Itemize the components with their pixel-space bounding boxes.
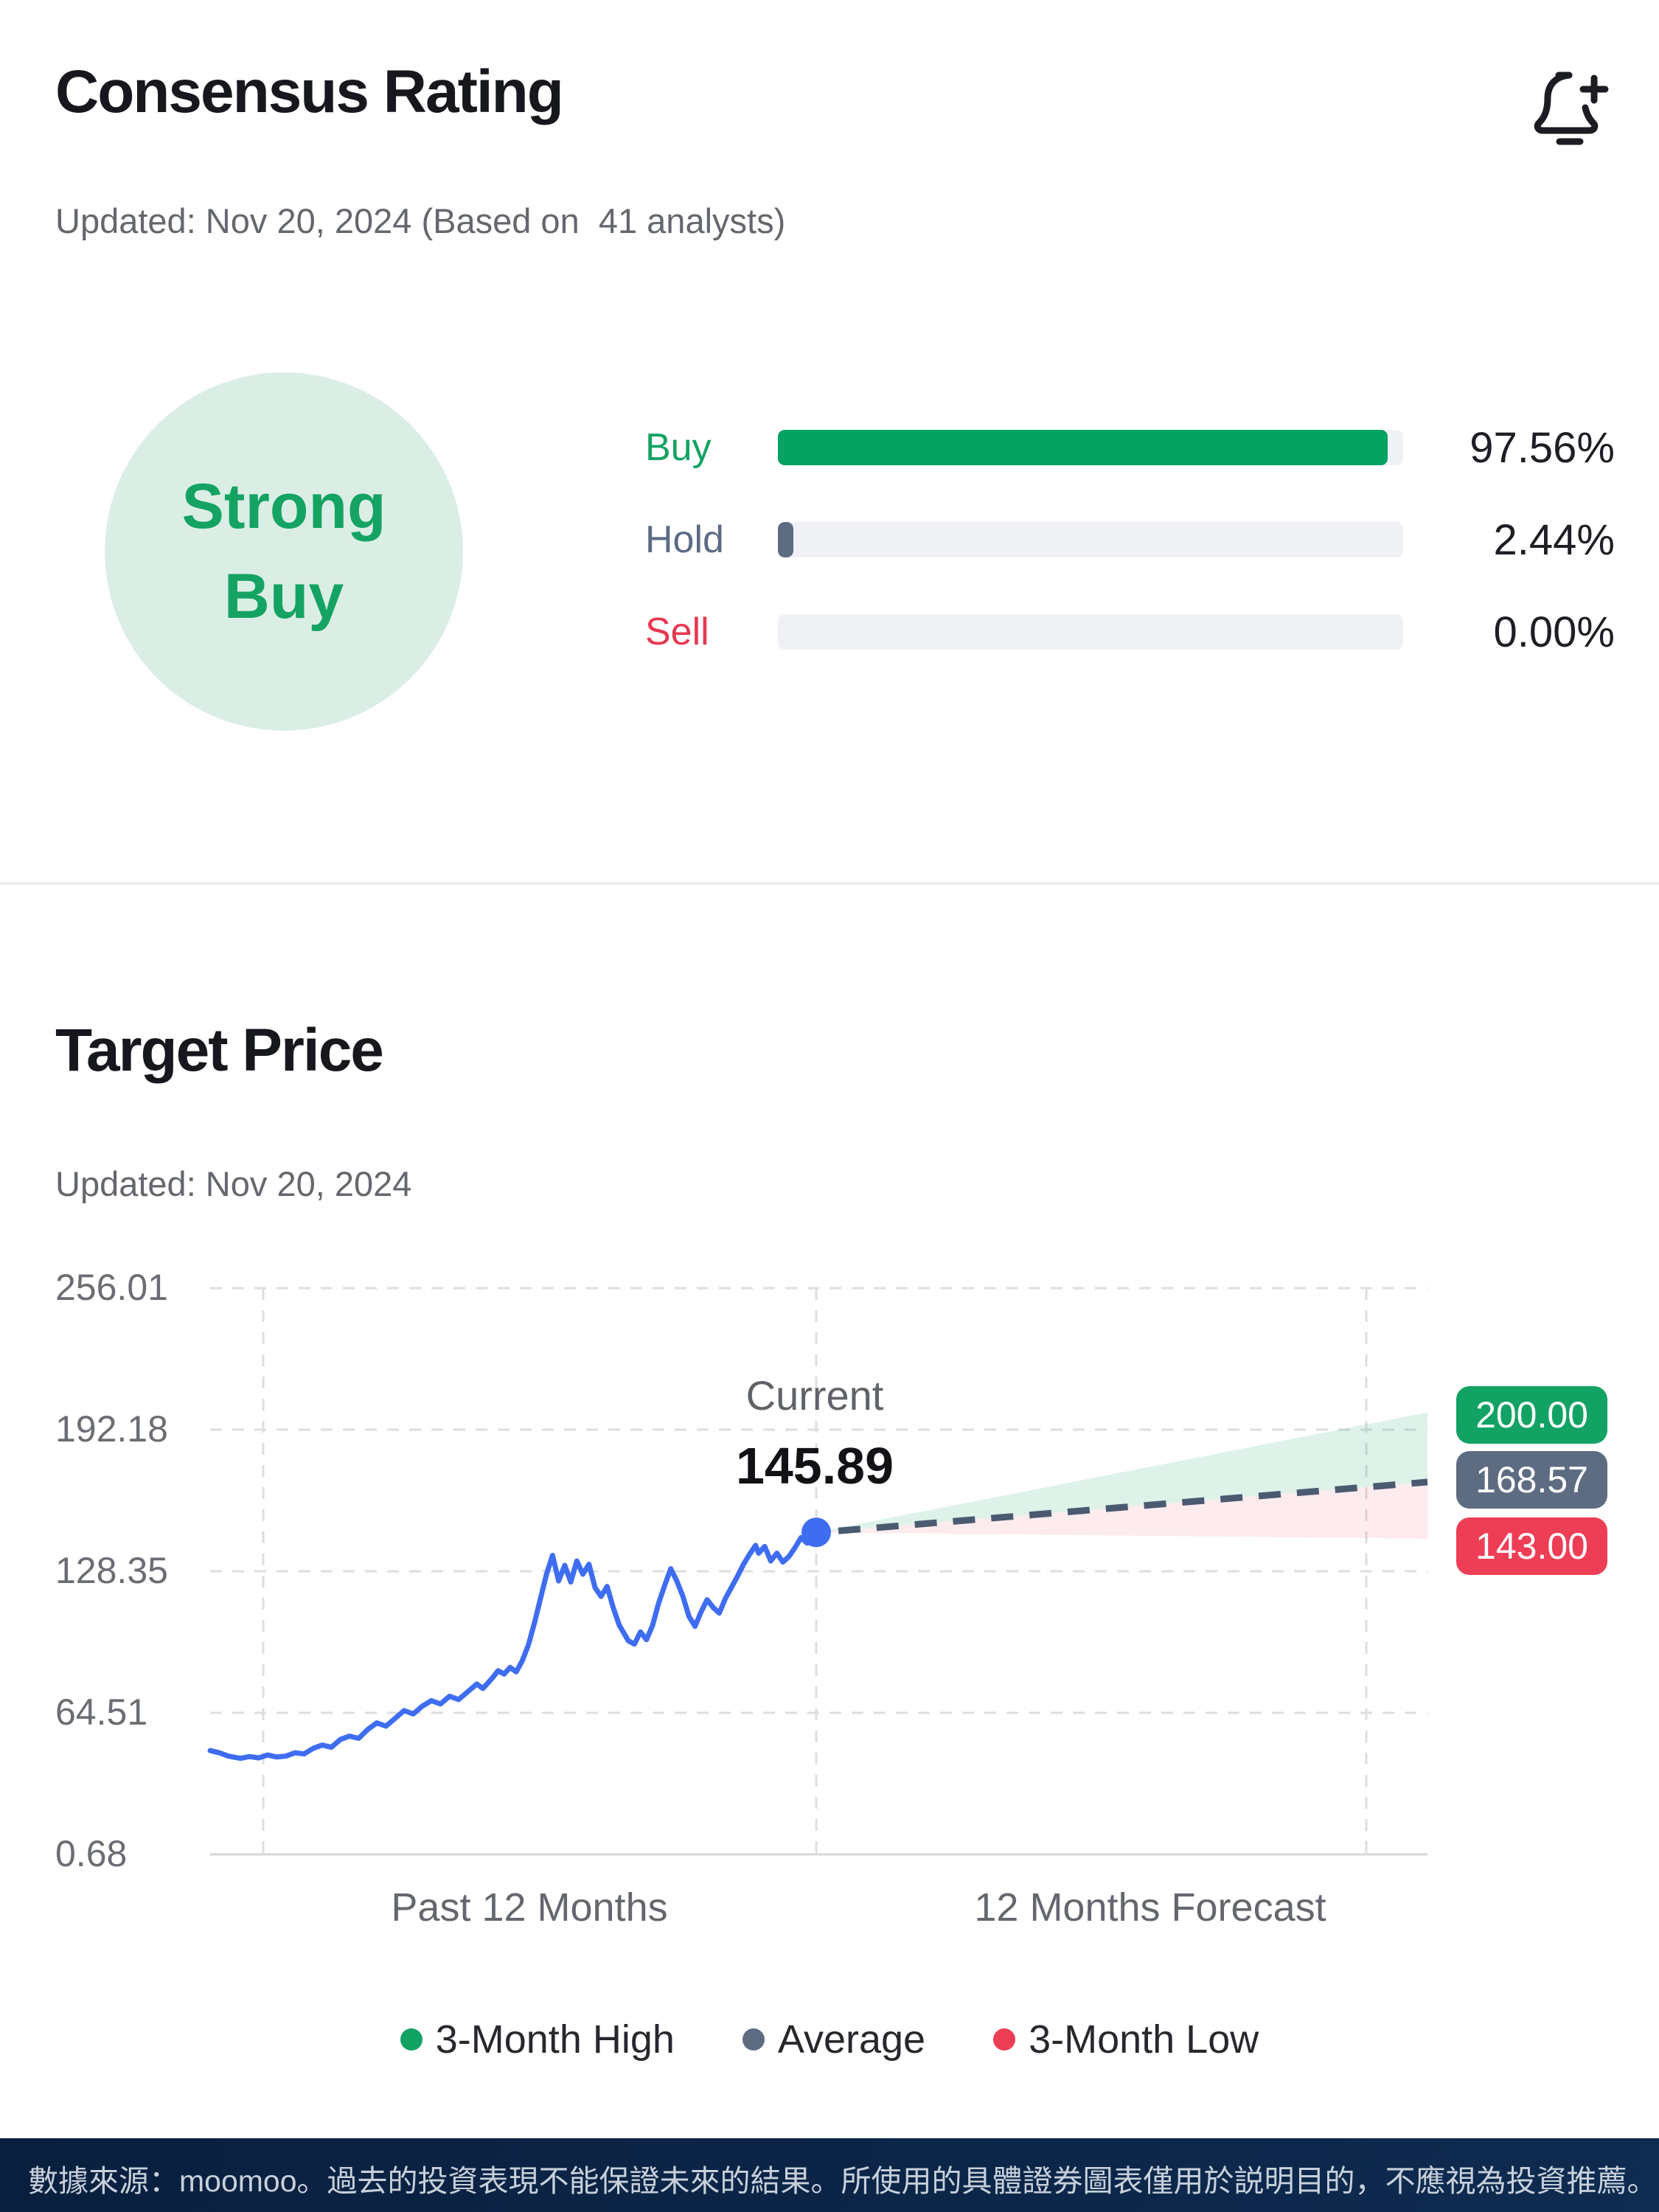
hold-bar-fill bbox=[778, 522, 793, 557]
chart-legend: 3-Month High Average 3-Month Low bbox=[0, 2017, 1659, 2062]
target-updated-text: Updated: Nov 20, 2024 bbox=[55, 1164, 412, 1203]
price-line-chart-canvas bbox=[207, 1287, 1428, 1856]
section-divider bbox=[0, 882, 1659, 885]
rating-row-buy: Buy 97.56% bbox=[645, 424, 1615, 472]
low-dot-icon bbox=[993, 2028, 1016, 2051]
sell-label: Sell bbox=[645, 611, 709, 653]
consensus-updated-text: Updated: Nov 20, 2024 (Based on 41 analy… bbox=[55, 201, 786, 240]
badge-line2: Buy bbox=[223, 561, 344, 632]
badge-line1: Strong bbox=[181, 470, 386, 542]
legend-low-label: 3-Month Low bbox=[1029, 2017, 1259, 2062]
disclaimer-footer: 數據來源：moomoo。過去的投資表現不能保證未來的結果。所使用的具體證券圖表僅… bbox=[0, 2138, 1659, 2212]
legend-high-label: 3-Month High bbox=[435, 2017, 675, 2062]
forecast-average-chip: 168.57 bbox=[1456, 1451, 1607, 1509]
target-price-title: Target Price bbox=[55, 1017, 384, 1084]
y-tick-256: 256.01 bbox=[55, 1267, 168, 1308]
sell-bar-track bbox=[778, 614, 1403, 650]
rating-distribution: Buy 97.56% Hold 2.44% Sell 0.00% bbox=[645, 424, 1615, 706]
high-dot-icon bbox=[400, 2028, 422, 2051]
buy-bar-fill bbox=[778, 430, 1388, 465]
target-price-chart: 256.01 192.18 128.35 64.51 0.68 Current … bbox=[0, 1253, 1659, 1947]
bell-plus-icon[interactable] bbox=[1525, 62, 1613, 150]
y-tick-192: 192.18 bbox=[55, 1408, 168, 1450]
hold-percent: 2.44% bbox=[1493, 515, 1615, 564]
current-price-value: 145.89 bbox=[735, 1437, 894, 1495]
consensus-rating-title: Consensus Rating bbox=[55, 58, 564, 125]
rating-row-sell: Sell 0.00% bbox=[645, 608, 1615, 656]
y-tick-0: 0.68 bbox=[55, 1833, 128, 1874]
disclaimer-text: 數據來源：moomoo。過去的投資表現不能保證未來的結果。所使用的具體證券圖表僅… bbox=[28, 2164, 1658, 2198]
y-tick-128: 128.35 bbox=[55, 1549, 168, 1591]
forecast-low-chip: 143.00 bbox=[1456, 1517, 1607, 1575]
average-dot-icon bbox=[742, 2028, 765, 2051]
legend-average-label: Average bbox=[777, 2017, 926, 2062]
x-label-12-months-forecast: 12 Months Forecast bbox=[974, 1885, 1326, 1930]
legend-item-average: Average bbox=[742, 2017, 925, 2062]
sell-percent: 0.00% bbox=[1493, 608, 1615, 656]
hold-bar-track bbox=[778, 522, 1403, 557]
legend-item-low: 3-Month Low bbox=[993, 2017, 1259, 2062]
hold-label: Hold bbox=[645, 518, 724, 561]
legend-item-high: 3-Month High bbox=[400, 2017, 675, 2062]
strong-buy-badge: Strong Buy bbox=[105, 372, 463, 731]
forecast-high-chip: 200.00 bbox=[1456, 1386, 1607, 1444]
bell-plus-glyph bbox=[1534, 72, 1609, 145]
rating-row-hold: Hold 2.44% bbox=[645, 516, 1615, 564]
x-label-past-12-months: Past 12 Months bbox=[391, 1885, 668, 1930]
buy-percent: 97.56% bbox=[1470, 423, 1615, 472]
y-tick-64: 64.51 bbox=[55, 1691, 148, 1733]
buy-bar-track bbox=[778, 430, 1403, 465]
buy-label: Buy bbox=[645, 426, 712, 469]
current-label: Current bbox=[745, 1372, 884, 1419]
